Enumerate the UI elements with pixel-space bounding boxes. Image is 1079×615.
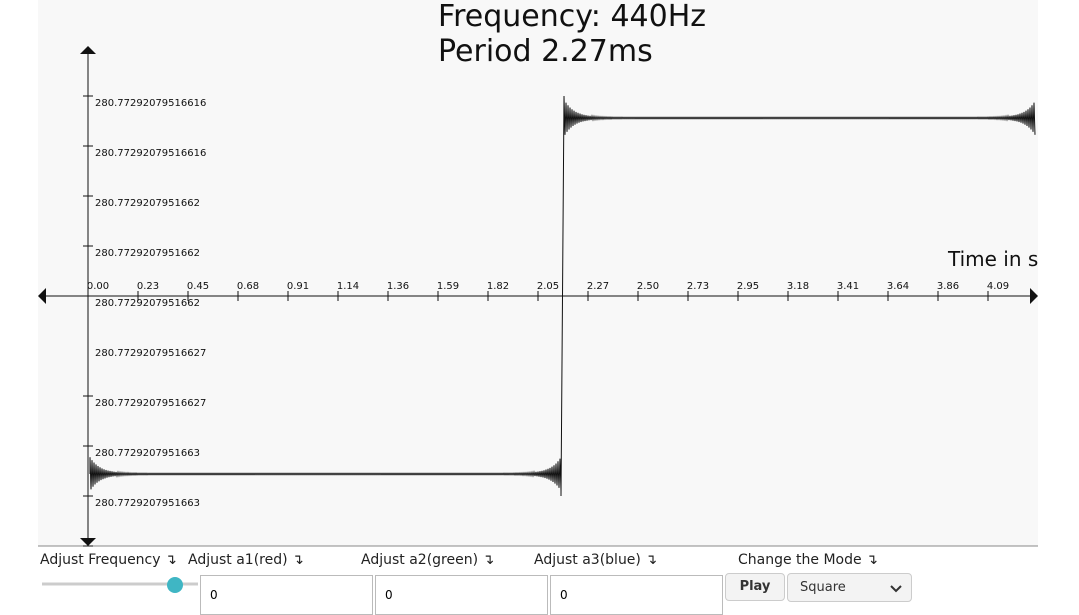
x-tick-label: 0.68 (237, 281, 259, 292)
a1-label: Adjust a1(red) ↴ (188, 552, 304, 568)
x-tick-label: 3.64 (887, 281, 909, 292)
y-tick-label: 280.77292079516616 (95, 148, 206, 159)
x-tick-label: 0.45 (187, 281, 209, 292)
x-tick-label: 2.73 (687, 281, 709, 292)
x-tick-label: 0.00 (87, 281, 109, 292)
x-tick-label: 2.95 (737, 281, 759, 292)
arrow (80, 538, 96, 546)
a3-label: Adjust a3(blue) ↴ (534, 552, 658, 568)
x-tick-label: 1.59 (437, 281, 459, 292)
a3-input[interactable]: 0 (550, 575, 723, 615)
waveform (87, 95, 1036, 497)
play-button[interactable]: Play (725, 573, 785, 601)
period-title: Period 2.27ms (438, 34, 653, 69)
x-tick-label: 1.14 (337, 281, 359, 292)
x-tick-label: 2.50 (637, 281, 659, 292)
y-tick-label: 280.7729207951662 (95, 248, 200, 259)
a2-input[interactable]: 0 (375, 575, 548, 615)
x-tick-label: 0.23 (137, 281, 159, 292)
x-tick-label: 1.36 (387, 281, 409, 292)
frequency-label: Adjust Frequency ↴ (40, 552, 177, 568)
y-tick-label: 280.7729207951662 (95, 298, 200, 309)
y-tick-label: 280.77292079516627 (95, 348, 206, 359)
slider-thumb[interactable] (167, 577, 183, 593)
plot-background (38, 0, 1038, 546)
y-tick-label: 280.7729207951663 (95, 498, 200, 509)
a1-input[interactable]: 0 (200, 575, 373, 615)
x-tick-label: 0.91 (287, 281, 309, 292)
x-axis-label: Time in s (947, 247, 1038, 271)
arrow (38, 288, 46, 304)
x-tick-label: 2.27 (587, 281, 609, 292)
arrow (80, 46, 96, 54)
x-tick-label: 4.09 (987, 281, 1009, 292)
mode-label: Change the Mode ↴ (738, 552, 878, 568)
x-tick-label: 3.41 (837, 281, 859, 292)
x-tick-label: 3.18 (787, 281, 809, 292)
x-tick-label: 2.05 (537, 281, 559, 292)
arrow (1030, 288, 1038, 304)
y-tick-label: 280.7729207951662 (95, 198, 200, 209)
x-tick-label: 3.86 (937, 281, 959, 292)
a2-label: Adjust a2(green) ↴ (361, 552, 495, 568)
y-tick-label: 280.77292079516616 (95, 98, 206, 109)
mode-value: Square (800, 580, 846, 595)
y-tick-label: 280.7729207951663 (95, 448, 200, 459)
y-tick-label: 280.77292079516627 (95, 398, 206, 409)
frequency-title: Frequency: 440Hz (438, 0, 706, 34)
chevron (890, 585, 902, 593)
x-tick-label: 1.82 (487, 281, 509, 292)
mode-select[interactable]: Square (787, 573, 912, 602)
